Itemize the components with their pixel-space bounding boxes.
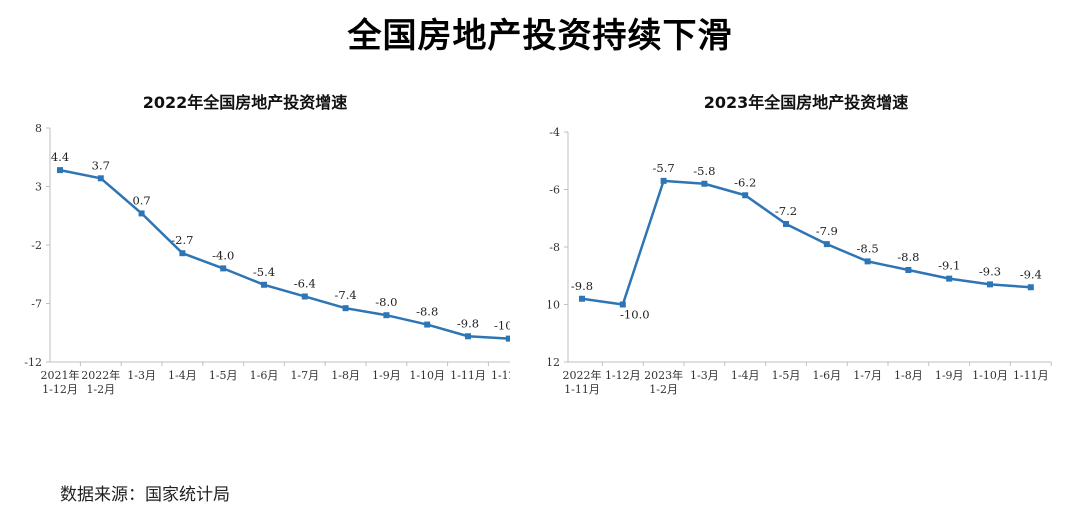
x-tick-label: 1-5月 [209, 369, 238, 382]
data-label: 0.7 [132, 193, 150, 207]
data-label: -7.2 [775, 204, 797, 218]
series-line [59, 168, 509, 340]
data-label: -8.0 [375, 295, 397, 309]
x-tick-label: 1-7月 [290, 369, 319, 382]
data-label: -5.8 [693, 164, 715, 178]
x-tick-label: 1-10月 [409, 369, 445, 382]
data-label: -6.4 [294, 276, 316, 290]
chart-title: 2023年全国房地产投资增速 [704, 93, 909, 112]
data-point [138, 210, 145, 217]
data-point [505, 335, 510, 342]
data-point [57, 167, 63, 174]
data-label: -6.2 [734, 175, 756, 189]
x-tick-label: 1-10月 [972, 369, 1008, 382]
y-tick-label: -10 [548, 299, 560, 312]
x-tick-label: 1-7月 [853, 369, 882, 382]
x-tick-label: 1-4月 [731, 369, 760, 382]
y-tick-label: -12 [24, 356, 42, 369]
x-tick-label: 1-4月 [168, 369, 197, 382]
data-point [905, 267, 912, 273]
data-label: -9.8 [571, 279, 593, 293]
data-label: -2.7 [171, 233, 193, 247]
data-point [342, 305, 349, 312]
y-tick-label: -2 [31, 239, 42, 252]
data-label: -7.9 [816, 224, 838, 238]
x-tick-label: 1-5月 [772, 369, 801, 382]
data-point [864, 258, 871, 265]
data-label: -5.7 [653, 161, 675, 175]
x-tick-label: 2021年 1-12月 [41, 368, 80, 396]
data-point [987, 281, 993, 288]
data-label: 3.7 [92, 158, 110, 172]
x-tick-label: 1-12月 [491, 369, 510, 382]
data-label: -4.0 [212, 248, 234, 262]
y-tick-label: -8 [549, 241, 560, 254]
data-label: -8.8 [416, 305, 438, 319]
data-point [701, 180, 708, 187]
data-point [742, 192, 749, 199]
x-tick-label: 1-8月 [894, 369, 923, 382]
data-point [465, 333, 471, 340]
data-point [1027, 284, 1034, 291]
y-tick-label: -6 [549, 184, 560, 197]
page-title: 全国房地产投资持续下滑 [347, 16, 733, 56]
chart-2023-investment-growth: 2023年全国房地产投资增速 -4 -6 -8 -10 -122022年1-11月1-12… [548, 90, 1058, 410]
chart-2023-svg: 2023年全国房地产投资增速 -4 -6 -8 -10 -122022年1-11月1-12… [548, 93, 1052, 396]
data-point [946, 275, 953, 282]
data-point [783, 221, 789, 227]
data-point [579, 295, 585, 302]
x-tick-label: 1-11月 [450, 369, 486, 382]
x-tick-label: 1-9月 [372, 369, 401, 382]
chart-title: 2022年全国房地产投资增速 [143, 93, 348, 112]
data-point [424, 321, 431, 328]
x-tick-label: 1-12月 [605, 369, 641, 382]
y-tick-label: 8 [35, 122, 42, 135]
data-point [301, 293, 308, 300]
x-tick-label: 2022年 1-2月 [81, 368, 120, 396]
chart-2022-investment-growth: 2022年全国房地产投资增速 8 3 -2 -7 -12 2021年 1-12月 2022年 1-… [20, 90, 510, 410]
data-point [619, 301, 626, 308]
x-tick-label: 1-6月 [250, 369, 279, 382]
y-tick-label: -4 [549, 126, 560, 139]
data-point [261, 281, 267, 288]
data-source-note: 数据来源：国家统计局 [60, 485, 230, 505]
y-tick-label: 3 [35, 181, 42, 194]
x-tick-label: 1-3月 [127, 369, 156, 382]
data-label: -10.0 [494, 319, 510, 333]
data-label: 4.4 [51, 150, 69, 164]
data-point [660, 177, 667, 184]
x-tick-label: 1-3月 [690, 369, 719, 382]
x-tick-label: 1-8月 [331, 369, 360, 382]
data-label: -9.4 [1020, 267, 1042, 281]
x-tick-label: 1-6月 [812, 369, 841, 382]
x-tick-label: 2023年 1-2月 [644, 368, 683, 396]
data-label: -10.0 [620, 308, 650, 322]
data-point [823, 241, 830, 248]
data-label: -9.1 [938, 259, 960, 273]
data-label: -8.5 [857, 241, 879, 255]
data-point [179, 250, 186, 257]
data-point [383, 312, 390, 319]
data-point [220, 265, 227, 272]
data-label: -9.3 [979, 264, 1001, 278]
data-label: -8.8 [897, 250, 919, 264]
x-tick-label: 1-9月 [935, 369, 964, 382]
data-point [97, 175, 104, 182]
x-tick-label: 2022年 1-11月 [563, 368, 602, 396]
x-tick-label: 1-11月 [1013, 369, 1049, 382]
y-tick-label: -7 [31, 298, 42, 311]
y-tick-label: -12 [548, 356, 560, 369]
data-label: -9.8 [457, 316, 479, 330]
data-label: -5.4 [253, 265, 275, 279]
series-line [581, 179, 1031, 306]
data-label: -7.4 [335, 288, 357, 302]
